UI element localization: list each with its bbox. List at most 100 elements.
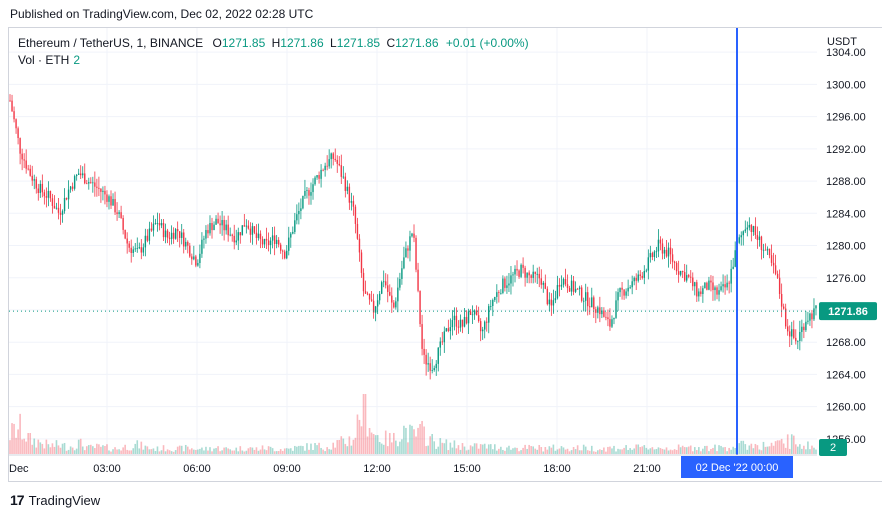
price-tick-label: 1260.00 <box>826 402 866 414</box>
candle-body <box>71 186 74 189</box>
candle-body <box>443 331 446 343</box>
candle-body <box>744 229 746 232</box>
candle-body <box>582 300 585 302</box>
candle-body <box>417 269 419 291</box>
volume-bar <box>805 449 807 454</box>
volume-bar <box>207 450 209 454</box>
candle-body <box>166 230 169 238</box>
volume-bar <box>720 445 722 454</box>
volume-bar <box>764 446 767 454</box>
volume-bar <box>536 449 539 454</box>
volume-bar <box>677 444 680 454</box>
volume-bar <box>306 443 308 454</box>
candle-body <box>724 284 726 288</box>
volume-bar <box>469 445 472 454</box>
volume-bar <box>550 447 553 454</box>
candle-body <box>61 211 64 215</box>
candle-body <box>639 274 641 276</box>
candle-body <box>86 183 88 185</box>
volume-bar <box>257 450 260 454</box>
volume-bar <box>716 451 718 454</box>
volume-bar <box>623 447 625 454</box>
candle-body <box>308 190 310 196</box>
last-volume-tag <box>819 439 847 456</box>
candle-body <box>750 224 753 233</box>
volume-bar <box>439 438 442 454</box>
candle-body <box>241 225 244 236</box>
volume-bar <box>538 444 541 454</box>
candle-body <box>148 228 151 241</box>
volume-bar <box>328 449 330 454</box>
candle-body <box>168 237 171 239</box>
candle-body <box>655 251 658 253</box>
candle-body <box>356 223 359 239</box>
volume-bar <box>372 434 375 454</box>
candle-body <box>380 282 383 294</box>
candle-body <box>782 306 785 309</box>
volume-bar <box>231 450 234 454</box>
volume-bar <box>98 444 100 454</box>
volume-bar <box>106 444 108 454</box>
volume-bar <box>815 449 817 454</box>
candle-body <box>752 226 755 233</box>
volume-bar <box>43 448 46 454</box>
candle-body <box>453 315 456 321</box>
candle-body <box>96 186 98 188</box>
candle-body <box>225 224 227 231</box>
candle-body <box>290 233 292 238</box>
volume-bar <box>308 449 310 454</box>
candle-body <box>326 165 328 167</box>
volume-bar <box>566 448 569 454</box>
candle-body <box>53 205 56 209</box>
volume-bar <box>401 439 403 454</box>
volume-bar <box>324 451 326 454</box>
volume-bar <box>726 451 728 454</box>
volume-bar <box>732 446 734 454</box>
time-tick-label: 06:00 <box>183 463 211 475</box>
volume-bar <box>152 448 155 454</box>
volume-bar <box>283 448 286 454</box>
time-tick-label: 15:00 <box>453 463 481 475</box>
volume-bar <box>647 449 650 454</box>
candle-body <box>197 262 199 266</box>
candle-body <box>282 250 284 252</box>
volume-bar <box>748 445 751 454</box>
candle-body <box>116 212 118 215</box>
candle-body <box>185 241 187 247</box>
candle-body <box>651 253 654 258</box>
candle-body <box>106 194 108 202</box>
volume-bar <box>641 446 644 454</box>
volume-bar <box>33 438 36 454</box>
candle-body <box>425 354 427 365</box>
candle-body <box>712 282 714 291</box>
candle-body <box>653 251 656 258</box>
volume-bar <box>435 448 438 454</box>
volume-bar <box>526 448 528 454</box>
candle-body <box>350 201 353 203</box>
candle-body <box>314 177 316 185</box>
volume-bar <box>233 450 236 454</box>
volume-bar <box>170 451 173 454</box>
candle-body <box>681 271 684 273</box>
candle-body <box>801 326 803 332</box>
candle-body <box>332 153 334 159</box>
candle-body <box>136 248 138 249</box>
volume-bar <box>255 447 258 454</box>
candle-body <box>195 256 197 266</box>
candle-body <box>805 321 807 331</box>
candle-body <box>467 311 470 324</box>
volume-legend: Vol · ETH 2 <box>18 52 80 69</box>
volume-bar <box>382 444 385 454</box>
candle-body <box>114 199 116 213</box>
time-axis[interactable]: Dec03:0006:0009:0012:0015:0018:0021:0000… <box>9 454 817 478</box>
volume-bar <box>342 438 345 454</box>
tradingview-brand[interactable]: 17 TradingView <box>10 492 100 508</box>
candle-body <box>255 232 258 238</box>
candle-body <box>437 347 439 364</box>
last-price-tag <box>819 302 877 321</box>
volume-bar <box>548 446 551 454</box>
candle-body <box>47 190 50 198</box>
volume-bar <box>27 433 29 454</box>
